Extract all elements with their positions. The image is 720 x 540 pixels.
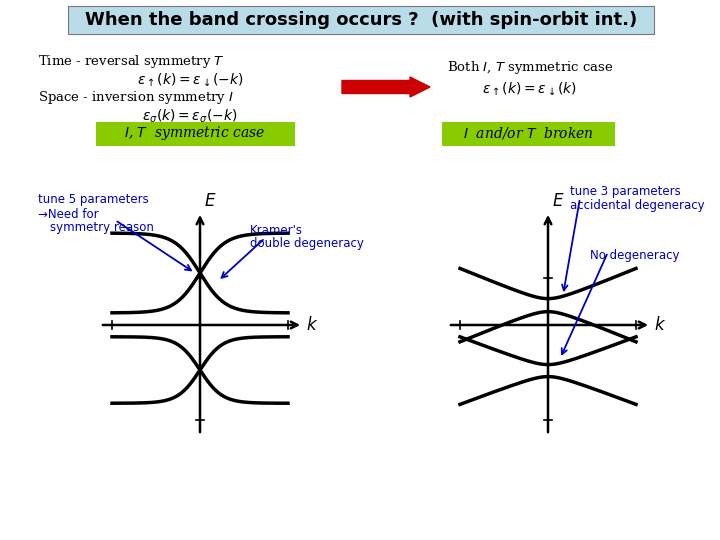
Text: Space - inversion symmetry $I$: Space - inversion symmetry $I$ xyxy=(38,89,234,105)
FancyArrow shape xyxy=(342,77,430,97)
Text: tune 3 parameters: tune 3 parameters xyxy=(570,186,680,199)
Text: Both $I$, $T$ symmetric case: Both $I$, $T$ symmetric case xyxy=(447,59,613,77)
Text: Kramer's: Kramer's xyxy=(250,224,303,237)
FancyBboxPatch shape xyxy=(441,122,614,145)
Text: $k$: $k$ xyxy=(306,316,318,334)
Text: double degeneracy: double degeneracy xyxy=(250,238,364,251)
Text: tune 5 parameters: tune 5 parameters xyxy=(38,193,149,206)
Text: $\varepsilon_{\uparrow}(k) = \varepsilon_{\downarrow}(-k)$: $\varepsilon_{\uparrow}(k) = \varepsilon… xyxy=(137,72,243,89)
Text: symmetry reason: symmetry reason xyxy=(50,221,154,234)
Text: $\varepsilon_{\sigma}(k) = \varepsilon_{\sigma}(-k)$: $\varepsilon_{\sigma}(k) = \varepsilon_{… xyxy=(143,107,238,125)
Text: $\varepsilon_{\uparrow}(k) = \varepsilon_{\downarrow}(k)$: $\varepsilon_{\uparrow}(k) = \varepsilon… xyxy=(482,80,577,97)
Text: $E$: $E$ xyxy=(204,193,217,210)
Text: accidental degeneracy: accidental degeneracy xyxy=(570,199,705,213)
Text: Time - reversal symmetry $T$: Time - reversal symmetry $T$ xyxy=(38,53,225,71)
Text: No degeneracy: No degeneracy xyxy=(590,248,680,261)
Text: $k$: $k$ xyxy=(654,316,666,334)
Text: $I$  and/or $T$  broken: $I$ and/or $T$ broken xyxy=(462,125,593,141)
FancyBboxPatch shape xyxy=(96,122,294,145)
Text: $E$: $E$ xyxy=(552,193,564,210)
Text: →Need for: →Need for xyxy=(38,207,99,220)
FancyBboxPatch shape xyxy=(68,6,654,34)
Text: When the band crossing occurs ?  (with spin-orbit int.): When the band crossing occurs ? (with sp… xyxy=(85,11,637,29)
Text: $I$, $T$  symmetric case: $I$, $T$ symmetric case xyxy=(125,124,266,142)
